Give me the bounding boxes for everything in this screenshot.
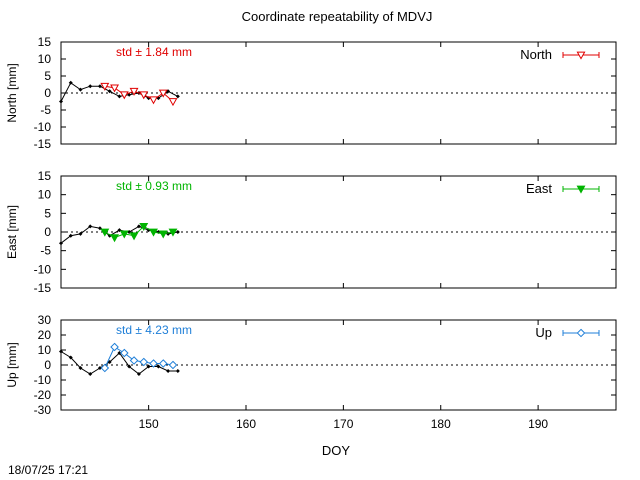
data-point-east <box>110 234 120 243</box>
data-point-north <box>168 98 178 107</box>
data-point-north <box>100 82 110 91</box>
data-point-reference-north <box>117 94 122 99</box>
y-tick-label-north: 10 <box>38 52 52 66</box>
y-tick-label-north: 0 <box>44 86 51 100</box>
y-tick-label-east: 15 <box>38 169 52 183</box>
y-axis-label-north: North [mm] <box>5 63 19 122</box>
data-point-east <box>129 232 139 241</box>
data-point-reference-east <box>136 224 141 229</box>
data-point-reference-up <box>59 349 63 354</box>
data-point-up <box>100 363 110 373</box>
data-point-up <box>149 359 158 368</box>
data-point-reference-north <box>107 89 112 94</box>
y-tick-label-up: 20 <box>38 328 52 342</box>
data-point-reference-east <box>88 224 93 229</box>
y-tick-label-east: 5 <box>44 206 51 220</box>
y-tick-label-north: 15 <box>38 35 52 49</box>
data-point-reference-east <box>78 231 83 236</box>
y-tick-label-up: 10 <box>38 343 52 357</box>
data-point-east <box>149 228 158 237</box>
data-point-reference-up <box>88 372 93 376</box>
x-tick-label: 150 <box>139 417 159 431</box>
chart-title: Coordinate repeatability of MDVJ <box>242 9 433 24</box>
data-point-reference-north <box>78 87 83 92</box>
data-point-reference-east <box>68 233 73 238</box>
data-point-reference-up <box>117 351 122 355</box>
data-point-up <box>158 359 168 368</box>
panel-east: -15 -10 -5 0 5 10 15 East [mm] std ± 0.93 mm East <box>5 169 617 295</box>
data-point-reference-up <box>97 366 102 370</box>
legend-label-up: Up <box>535 325 552 340</box>
legend-label-north: North <box>520 47 552 62</box>
data-point-east <box>139 223 149 232</box>
y-tick-label-north: -10 <box>34 120 52 134</box>
data-point-reference-east <box>59 241 63 246</box>
data-point-reference-up <box>127 364 132 369</box>
x-tick-label: 190 <box>528 417 548 431</box>
x-tick-label: 180 <box>431 417 451 431</box>
data-point-north <box>149 96 158 105</box>
data-point-reference-up <box>136 372 141 376</box>
data-point-reference-up <box>107 360 112 364</box>
data-point-reference-up <box>78 366 83 370</box>
data-point-reference-up <box>175 369 180 373</box>
y-tick-label-east: -10 <box>34 262 52 276</box>
std-label-north: std ± 1.84 mm <box>116 45 192 59</box>
data-point-reference-up <box>146 364 151 369</box>
y-tick-label-north: -15 <box>34 137 52 151</box>
data-point-east <box>119 230 129 239</box>
data-point-up <box>129 356 139 365</box>
y-tick-label-north: -5 <box>40 103 51 117</box>
data-point-up <box>168 360 178 370</box>
data-point-reference-north <box>59 99 63 104</box>
data-point-reference-up <box>68 355 73 360</box>
y-tick-label-up: 30 <box>38 313 52 327</box>
legend-marker-east <box>576 185 586 194</box>
data-point-north <box>158 89 168 98</box>
std-label-up: std ± 4.23 mm <box>116 323 192 337</box>
y-tick-label-east: -5 <box>40 244 51 258</box>
y-tick-label-east: 0 <box>44 225 51 239</box>
data-point-north <box>110 84 120 93</box>
data-point-up <box>139 357 149 367</box>
x-tick-label: 160 <box>236 417 256 431</box>
y-tick-label-north: 5 <box>44 69 51 83</box>
panel-north: -15 -10 -5 0 5 10 15 North [mm] std ± 1.84 mm Nor… <box>5 35 617 151</box>
data-point-reference-north <box>88 84 93 89</box>
y-tick-label-up: 0 <box>44 358 51 372</box>
y-tick-label-up: -10 <box>34 373 52 387</box>
data-point-reference-east <box>175 230 180 234</box>
legend-marker-north <box>576 51 586 60</box>
legend-label-east: East <box>526 181 552 196</box>
y-tick-label-east: -15 <box>34 281 52 295</box>
data-point-east <box>158 230 168 239</box>
legend-marker-up <box>576 328 586 338</box>
data-point-up <box>110 342 119 352</box>
panels: -15 -10 -5 0 5 10 15 North [mm] std ± 1.84 mm Nor… <box>5 35 617 431</box>
y-tick-label-east: 10 <box>38 188 52 202</box>
data-point-reference-north <box>175 94 180 99</box>
data-point-reference-up <box>166 369 171 373</box>
data-point-north <box>119 91 129 100</box>
data-point-reference-up <box>156 364 161 369</box>
data-point-up <box>119 348 129 358</box>
y-axis-label-up: Up [mm] <box>5 342 19 387</box>
y-tick-label-up: -20 <box>34 388 52 402</box>
data-point-east <box>168 228 178 237</box>
y-tick-label-up: -30 <box>34 403 52 417</box>
data-point-reference-north <box>97 84 102 89</box>
std-label-east: std ± 0.93 mm <box>116 179 192 193</box>
data-point-north <box>139 91 149 100</box>
data-point-east <box>100 228 110 237</box>
data-point-reference-north <box>68 80 73 85</box>
timestamp: 18/07/25 17:21 <box>8 463 88 477</box>
x-tick-label: 170 <box>333 417 353 431</box>
data-point-north <box>129 87 139 96</box>
x-axis-label: DOY <box>322 443 351 458</box>
y-axis-label-east: East [mm] <box>5 205 19 259</box>
